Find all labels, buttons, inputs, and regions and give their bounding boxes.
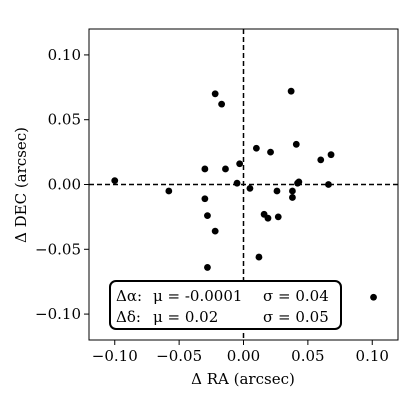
stats-dec-symbol: Δδ: [116, 308, 141, 326]
data-point-14 [252, 144, 260, 152]
y-axis-title: Δ DEC (arcsec) [12, 127, 30, 243]
data-point-5 [204, 212, 211, 220]
data-point-4 [201, 195, 209, 203]
x-axis-title: Δ RA (arcsec) [191, 370, 295, 388]
data-point-6 [204, 264, 211, 271]
data-point-15 [255, 253, 263, 261]
stats-ra-sigma: σ = 0.04 [263, 287, 329, 305]
data-points [111, 87, 377, 301]
x-tick-label: −0.05 [156, 347, 202, 365]
stats-dec-sigma: σ = 0.05 [263, 308, 329, 326]
data-point-28 [325, 181, 332, 188]
data-point-19 [273, 187, 281, 195]
y-tick-label: 0.00 [48, 176, 81, 194]
data-point-17 [264, 214, 272, 222]
data-point-3 [201, 165, 209, 173]
y-tick-label: 0.05 [48, 111, 81, 129]
data-point-10 [222, 165, 229, 173]
x-tick-label: 0.00 [227, 347, 260, 365]
stats-ra-symbol: Δα: [116, 287, 142, 305]
data-point-26 [295, 178, 303, 186]
data-point-11 [233, 179, 241, 187]
data-point-27 [317, 156, 325, 164]
stats-ra-mu: μ = -0.0001 [153, 287, 242, 305]
data-point-30 [370, 293, 377, 301]
stats-box: Δα: μ = -0.0001 σ = 0.04 Δδ: μ = 0.02 σ … [109, 280, 342, 330]
data-point-12 [236, 160, 244, 168]
data-point-9 [218, 100, 226, 108]
data-point-20 [274, 213, 282, 221]
x-axis-ticks: −0.10 −0.05 0.00 0.05 0.10 [92, 340, 389, 365]
x-tick-label: −0.10 [92, 347, 138, 365]
data-point-23 [289, 194, 296, 201]
data-point-7 [211, 90, 219, 98]
y-tick-label: −0.05 [35, 240, 81, 258]
data-point-18 [267, 148, 274, 156]
data-point-13 [246, 184, 254, 192]
x-tick-label: 0.10 [356, 347, 389, 365]
data-point-29 [327, 151, 335, 159]
y-tick-label: 0.10 [48, 46, 81, 64]
data-point-2 [165, 187, 173, 195]
data-point-1 [111, 177, 119, 185]
data-point-24 [292, 140, 300, 148]
data-point-21 [287, 87, 295, 95]
data-point-22 [289, 187, 296, 195]
x-tick-label: 0.05 [291, 347, 324, 365]
stats-dec-mu: μ = 0.02 [153, 308, 218, 326]
data-point-8 [211, 227, 219, 235]
y-tick-label: −0.10 [35, 305, 81, 323]
y-axis-ticks: −0.10 −0.05 0.00 0.05 0.10 [35, 46, 89, 323]
stats-box-frame [109, 280, 342, 330]
